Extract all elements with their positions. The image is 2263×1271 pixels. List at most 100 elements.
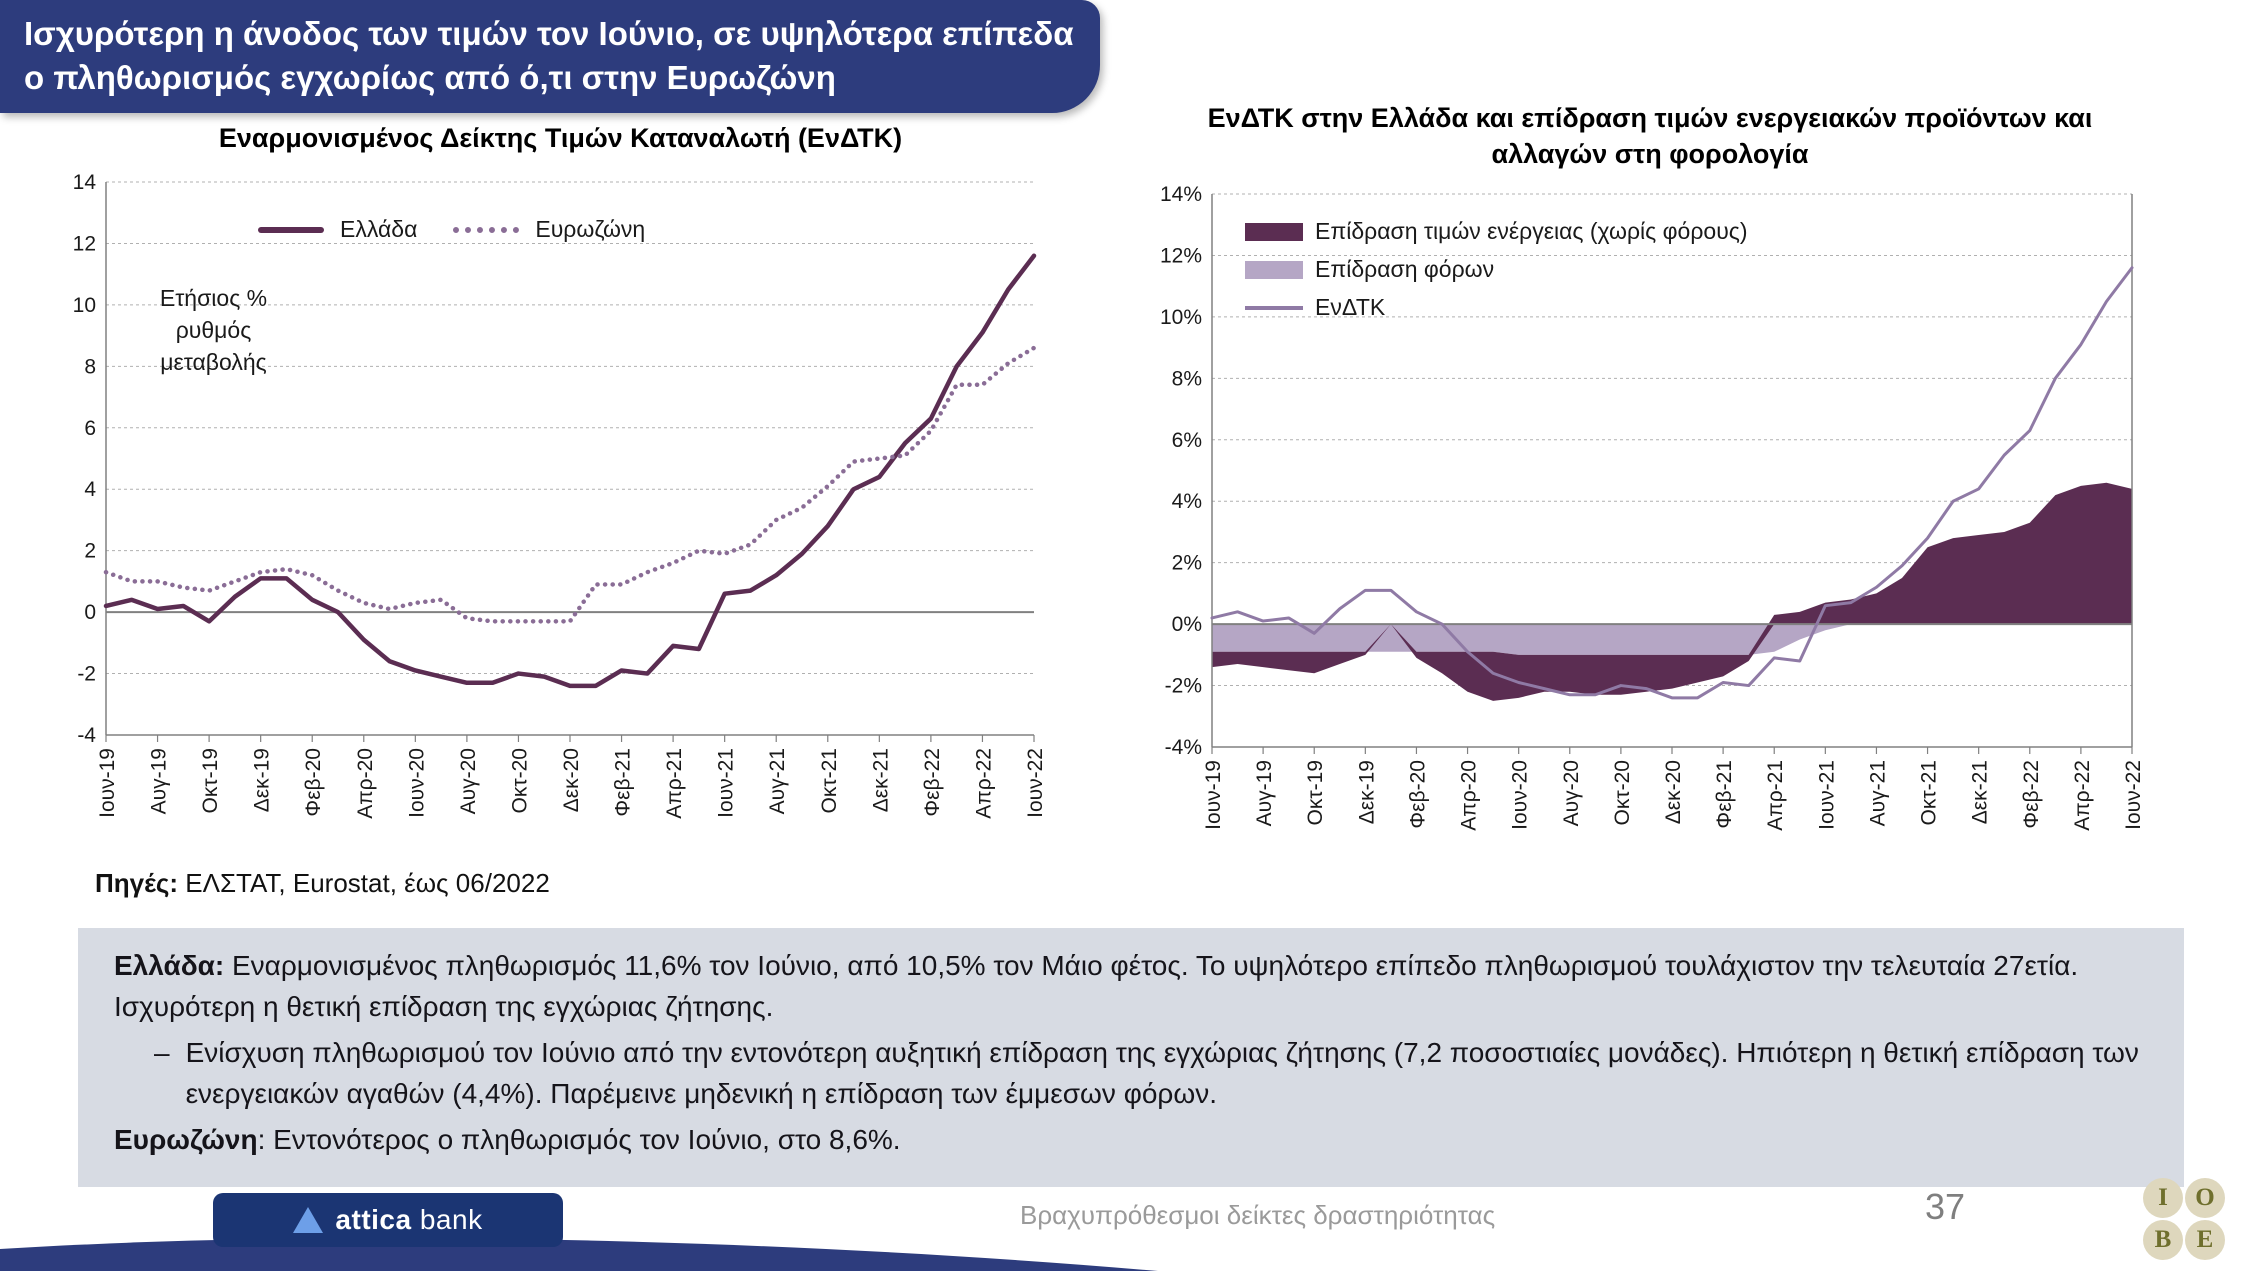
svg-text:Αυγ-20: Αυγ-20	[1560, 760, 1583, 826]
svg-text:10: 10	[73, 294, 96, 317]
summary-bullet: – Ενίσχυση πληθωρισμού τον Ιούνιο από τη…	[114, 1033, 2156, 1114]
hicp-line-swatch	[1245, 305, 1303, 310]
svg-text:12%: 12%	[1160, 244, 1202, 267]
svg-text:Φεβ-21: Φεβ-21	[1713, 760, 1736, 829]
iobe-logo: I O B E	[2143, 1178, 2225, 1260]
svg-text:6: 6	[84, 417, 96, 440]
svg-text:0%: 0%	[1172, 613, 1202, 636]
svg-text:6%: 6%	[1172, 429, 1202, 452]
summary-eurozone-text: : Εντονότερος ο πληθωρισμός τον Ιούνιο, …	[257, 1124, 901, 1156]
attica-bank-logo: attica bank	[213, 1193, 563, 1247]
svg-text:2%: 2%	[1172, 552, 1202, 575]
right-chart: ΕνΔΤΚ στην Ελλάδα και επίδραση τιμών ενε…	[1140, 100, 2160, 881]
legend-label-eurozone: Ευρωζώνη	[535, 216, 646, 242]
footer-section-title: Βραχυπρόθεσμοι δείκτες δραστηριότητας	[1020, 1200, 1496, 1230]
svg-text:Φεβ-20: Φεβ-20	[302, 748, 325, 817]
source-text: ΕΛΣΤΑΤ, Eurostat, έως 06/2022	[185, 868, 550, 898]
svg-text:Ιουν-19: Ιουν-19	[96, 748, 119, 818]
left-chart: Εναρμονισμένος Δείκτης Τιμών Καταναλωτή …	[58, 112, 1063, 869]
left-chart-legend: Ελλάδα Ευρωζώνη	[258, 216, 645, 243]
summary-eurozone: Ευρωζώνη: Εντονότερος ο πληθωρισμός τον …	[114, 1120, 2156, 1161]
legend-label-energy: Επίδραση τιμών ενέργειας (χωρίς φόρους)	[1315, 218, 1748, 244]
svg-text:Αυγ-20: Αυγ-20	[457, 748, 480, 814]
svg-text:Απρ-20: Απρ-20	[1458, 760, 1481, 831]
yaxis-annotation: Ετήσιος % ρυθμός μεταβολής	[159, 285, 268, 376]
svg-text:Δεκ-20: Δεκ-20	[560, 748, 583, 812]
svg-text:Δεκ-20: Δεκ-20	[1662, 760, 1685, 824]
iobe-letter-b: B	[2143, 1220, 2183, 1260]
svg-text:Δεκ-21: Δεκ-21	[869, 748, 892, 812]
legend-row-energy: Επίδραση τιμών ενέργειας (χωρίς φόρους)	[1245, 218, 1748, 245]
legend-row-taxes: Επίδραση φόρων	[1245, 256, 1748, 283]
svg-text:Ιουν-20: Ιουν-20	[1509, 760, 1532, 830]
svg-text:Ιουν-22: Ιουν-22	[1024, 748, 1047, 818]
source-label: Πηγές:	[95, 868, 179, 898]
bank-word: bank	[419, 1204, 483, 1235]
svg-text:Οκτ-20: Οκτ-20	[508, 748, 531, 813]
svg-text:8: 8	[84, 355, 96, 378]
svg-text:14: 14	[73, 171, 97, 194]
right-chart-svg: 14% 12% 10% 8% 6% 4% 2% 0% -2% -4%Ιουν-19 Αυγ-19 Οκ…	[1160, 183, 2145, 831]
legend-label-greece: Ελλάδα	[340, 216, 418, 242]
page-number: 37	[1925, 1186, 1966, 1227]
svg-text:Αυγ-21: Αυγ-21	[1866, 760, 1889, 826]
summary-bullet-text: Ενίσχυση πληθωρισμού τον Ιούνιο από την …	[185, 1037, 2139, 1109]
svg-text:-2: -2	[77, 663, 96, 686]
summary-eurozone-label: Ευρωζώνη	[114, 1124, 258, 1156]
svg-text:-4%: -4%	[1165, 736, 1202, 759]
tax-area-swatch	[1245, 260, 1303, 279]
svg-text:Απρ-21: Απρ-21	[663, 748, 686, 819]
svg-text:Απρ-22: Απρ-22	[972, 748, 995, 819]
svg-text:4%: 4%	[1172, 490, 1202, 513]
iobe-letter-i: I	[2143, 1178, 2183, 1218]
svg-text:2: 2	[84, 540, 96, 563]
svg-text:Ιουν-22: Ιουν-22	[2122, 760, 2145, 830]
left-chart-title: Εναρμονισμένος Δείκτης Τιμών Καταναλωτή …	[218, 123, 903, 153]
bullet-dash: –	[154, 1037, 170, 1069]
svg-text:Αυγ-19: Αυγ-19	[1253, 760, 1276, 826]
svg-text:Δεκ-19: Δεκ-19	[251, 748, 274, 812]
svg-text:Φεβ-22: Φεβ-22	[2020, 760, 2043, 829]
svg-text:4: 4	[84, 478, 96, 501]
iobe-letter-o: O	[2185, 1178, 2225, 1218]
svg-text:Οκτ-20: Οκτ-20	[1611, 760, 1634, 825]
attica-bank-wordmark: attica bank	[335, 1204, 482, 1236]
legend-label-taxes: Επίδραση φόρων	[1315, 256, 1495, 282]
greece-line-swatch	[258, 226, 324, 233]
svg-text:Ιουν-21: Ιουν-21	[715, 748, 738, 818]
attica-triangle-icon	[293, 1207, 324, 1233]
summary-greece: Ελλάδα: Εναρμονισμένος πληθωρισμός 11,6%…	[114, 946, 2156, 1027]
svg-text:Απρ-20: Απρ-20	[354, 748, 377, 819]
svg-text:Δεκ-19: Δεκ-19	[1355, 760, 1378, 824]
summary-greece-label: Ελλάδα:	[114, 950, 225, 981]
svg-text:Φεβ-20: Φεβ-20	[1406, 760, 1429, 829]
svg-text:Δεκ-21: Δεκ-21	[1969, 760, 1992, 824]
eurozone-line-swatch	[453, 226, 520, 233]
svg-text:-4: -4	[77, 724, 96, 747]
svg-text:Απρ-21: Απρ-21	[1764, 760, 1787, 831]
energy-area-swatch	[1245, 222, 1303, 241]
slide-title: Ισχυρότερη η άνοδος των τιμών τον Ιούνιο…	[24, 15, 1074, 96]
svg-text:-2%: -2%	[1165, 675, 1202, 698]
summary-greece-text: Εναρμονισμένος πληθωρισμός 11,6% τον Ιού…	[114, 950, 2079, 1022]
svg-text:Αυγ-19: Αυγ-19	[148, 748, 171, 814]
right-chart-plot-area: 14% 12% 10% 8% 6% 4% 2% 0% -2% -4% Ιουν-19 Αυγ-19 Οκ…	[1140, 176, 2160, 881]
svg-text:Φεβ-22: Φεβ-22	[921, 748, 944, 817]
slide-title-banner: Ισχυρότερη η άνοδος των τιμών τον Ιούνιο…	[0, 0, 1100, 114]
attica-word: attica	[335, 1204, 412, 1235]
svg-text:0: 0	[84, 601, 96, 624]
svg-text:Ιουν-20: Ιουν-20	[405, 748, 428, 818]
svg-text:12: 12	[73, 232, 96, 255]
svg-text:Απρ-22: Απρ-22	[2071, 760, 2094, 831]
svg-text:10%: 10%	[1160, 306, 1202, 329]
svg-text:Οκτ-19: Οκτ-19	[199, 748, 222, 813]
svg-text:8%: 8%	[1172, 367, 1202, 390]
svg-text:Ιουν-19: Ιουν-19	[1202, 760, 1225, 830]
left-chart-plot-area: 14 12 10 8 6 4 2 0 -2 -4 Ιουν-19 Αυγ-19 Οκτ-19 Δεκ-19…	[58, 164, 1063, 869]
svg-text:Οκτ-21: Οκτ-21	[1918, 760, 1941, 825]
right-chart-title: ΕνΔΤΚ στην Ελλάδα και επίδραση τιμών ενε…	[1207, 103, 2093, 170]
iobe-letter-e: E	[2185, 1220, 2225, 1260]
source-note: Πηγές: ΕΛΣΤΑΤ, Eurostat, έως 06/2022	[95, 868, 550, 899]
